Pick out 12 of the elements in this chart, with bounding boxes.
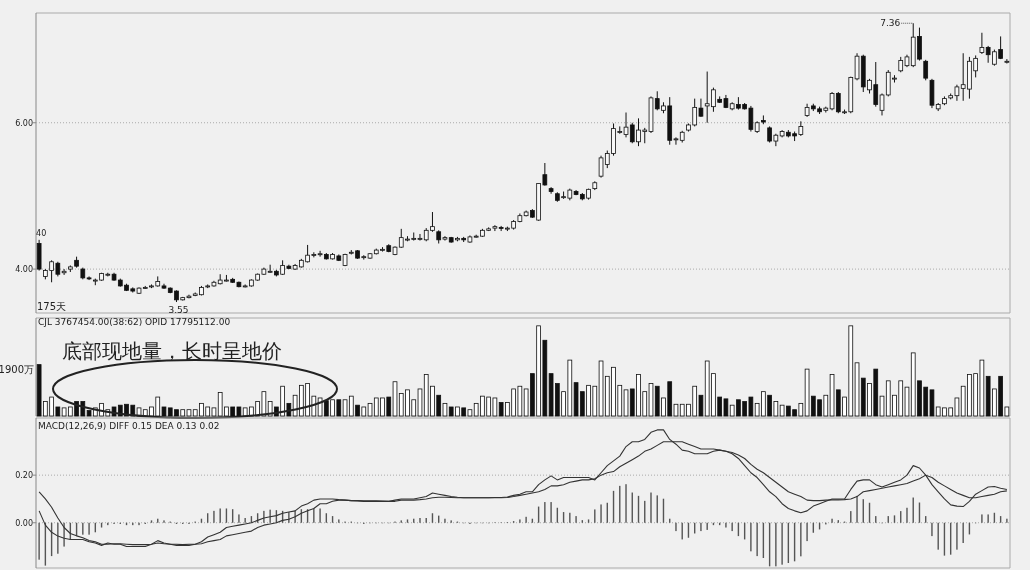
y-tick-label: 0.00 (15, 518, 33, 528)
annotation: 40 (36, 228, 47, 238)
y-tick-label: 0.20 (15, 471, 33, 481)
annotation: 底部现地量，长时呈地价 (62, 339, 282, 363)
annotation: 7.36 (880, 18, 901, 29)
y-tick-label: 4.00 (15, 265, 33, 275)
y-tick-label: 6.00 (15, 118, 33, 128)
annotation: CJL 3767454.00(38:62) OPID 17795112.00 (38, 317, 231, 327)
annotation: 3.55 (168, 305, 189, 316)
annotation: MACD(12,26,9) DIFF 0.15 DEA 0.13 0.02 (38, 421, 220, 431)
annotation: 175天 (37, 301, 67, 312)
text: 1900万 (0, 364, 34, 375)
